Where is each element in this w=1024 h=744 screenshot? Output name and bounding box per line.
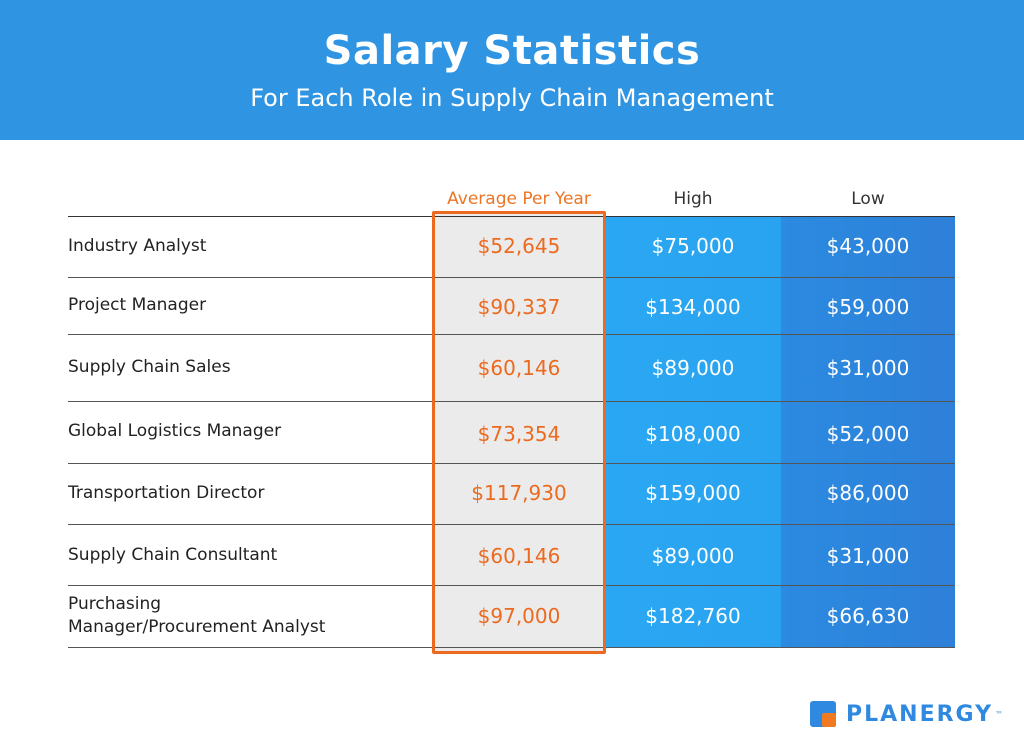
role-label-line: Global Logistics Manager bbox=[68, 420, 282, 441]
average-salary-cell: $73,354 bbox=[477, 422, 561, 446]
average-salary-cell: $60,146 bbox=[477, 544, 561, 568]
header-banner: Salary Statistics For Each Role in Suppl… bbox=[0, 0, 1024, 140]
low-salary-cell: $59,000 bbox=[826, 295, 910, 319]
high-column-background bbox=[605, 217, 781, 647]
low-salary-cell: $86,000 bbox=[826, 481, 910, 505]
column-header-high: High bbox=[673, 189, 713, 209]
role-label: Global Logistics Manager bbox=[68, 420, 281, 443]
role-label-line: Manager/Procurement Analyst bbox=[68, 617, 326, 637]
low-salary-cell: $31,000 bbox=[826, 356, 910, 380]
role-label: Supply Chain Consultant bbox=[68, 544, 277, 567]
role-label-line: Project Manager bbox=[68, 294, 207, 315]
role-label-line: Transportation Director bbox=[68, 482, 265, 503]
role-label: Supply Chain Sales bbox=[68, 356, 231, 379]
low-salary-cell: $31,000 bbox=[826, 544, 910, 568]
column-header-average: Average Per Year bbox=[447, 189, 591, 209]
high-salary-cell: $75,000 bbox=[651, 234, 735, 258]
role-label: Project Manager bbox=[68, 294, 206, 317]
role-label: Industry Analyst bbox=[68, 235, 206, 258]
low-column-background bbox=[781, 217, 955, 647]
low-salary-cell: $52,000 bbox=[826, 422, 910, 446]
column-header-low: Low bbox=[851, 189, 885, 209]
high-salary-cell: $89,000 bbox=[651, 544, 735, 568]
average-salary-cell: $52,645 bbox=[477, 234, 561, 258]
average-salary-cell: $90,337 bbox=[477, 295, 561, 319]
high-salary-cell: $182,760 bbox=[645, 604, 741, 628]
row-divider bbox=[68, 524, 955, 525]
high-salary-cell: $159,000 bbox=[645, 481, 741, 505]
role-label-line: Supply Chain Sales bbox=[68, 356, 231, 377]
role-label: Purchasing Manager/Procurement Analyst bbox=[68, 593, 325, 639]
low-salary-cell: $43,000 bbox=[826, 234, 910, 258]
row-divider bbox=[68, 647, 955, 648]
trademark-symbol: ™ bbox=[995, 709, 1004, 719]
role-label-line: Purchasing bbox=[68, 594, 162, 614]
average-column-background bbox=[435, 214, 603, 651]
role-label-line: Supply Chain Consultant bbox=[68, 544, 278, 565]
high-salary-cell: $108,000 bbox=[645, 422, 741, 446]
average-salary-cell: $117,930 bbox=[471, 481, 567, 505]
row-divider bbox=[68, 277, 955, 278]
row-divider bbox=[68, 216, 955, 217]
role-label-line: Industry Analyst bbox=[68, 235, 207, 256]
planergy-logo-mark-icon bbox=[810, 701, 836, 727]
page-subtitle: For Each Role in Supply Chain Management bbox=[250, 84, 774, 112]
planergy-logo-text: PLANERGY bbox=[846, 701, 994, 727]
low-salary-cell: $66,630 bbox=[826, 604, 910, 628]
row-divider bbox=[68, 401, 955, 402]
row-divider bbox=[68, 463, 955, 464]
row-divider bbox=[68, 585, 955, 586]
average-salary-cell: $97,000 bbox=[477, 604, 561, 628]
average-salary-cell: $60,146 bbox=[477, 356, 561, 380]
page-title: Salary Statistics bbox=[323, 28, 701, 74]
high-salary-cell: $134,000 bbox=[645, 295, 741, 319]
average-column-highlight-border bbox=[432, 211, 606, 654]
row-divider bbox=[68, 334, 955, 335]
high-salary-cell: $89,000 bbox=[651, 356, 735, 380]
role-label: Transportation Director bbox=[68, 482, 264, 505]
planergy-logo: PLANERGY ™ bbox=[810, 700, 1003, 728]
